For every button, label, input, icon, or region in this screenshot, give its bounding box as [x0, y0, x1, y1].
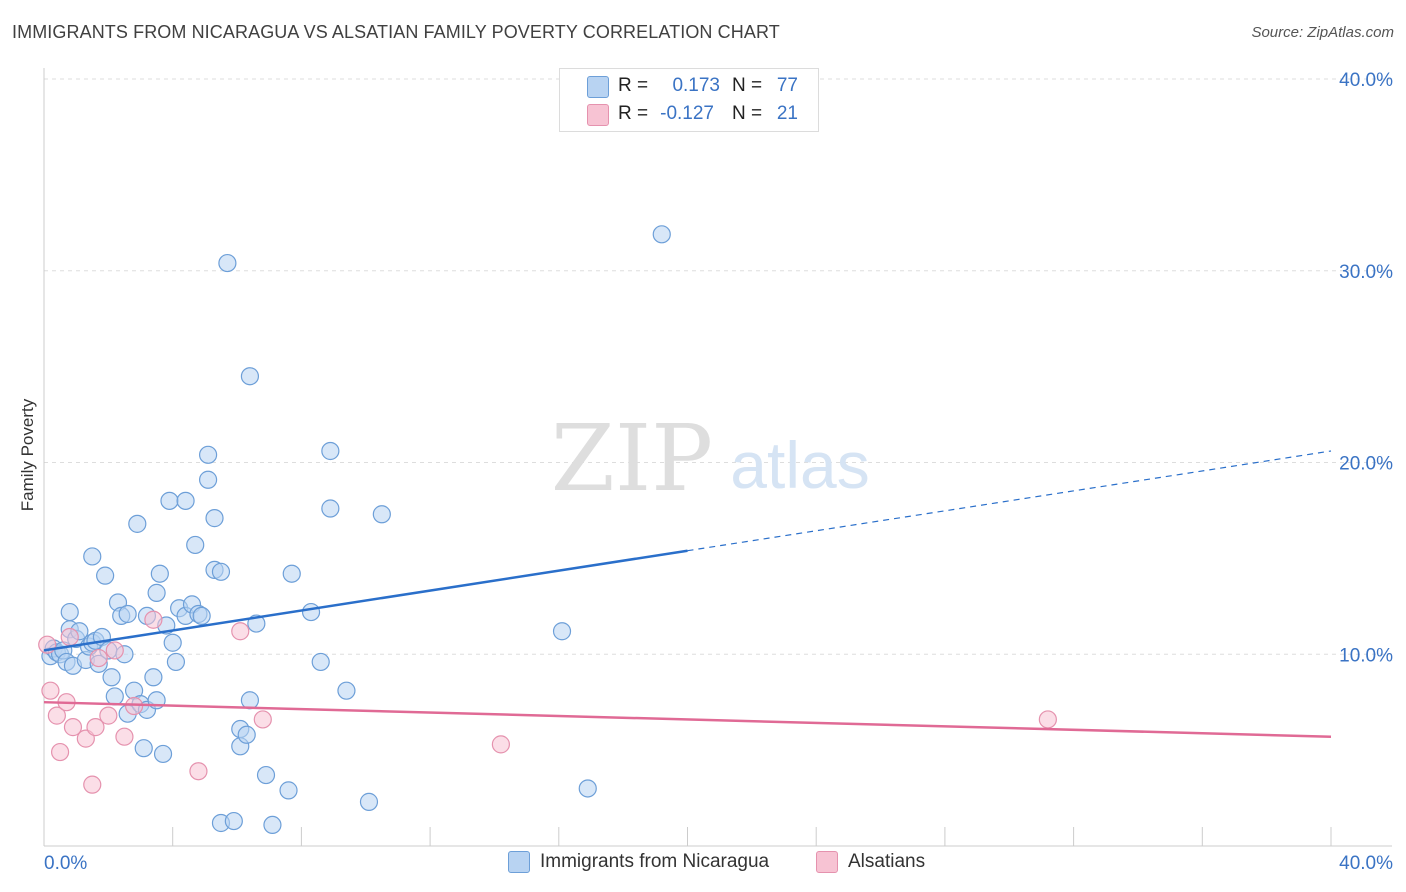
- nicaragua-point: [205, 509, 224, 528]
- chart-title: IMMIGRANTS FROM NICARAGUA VS ALSATIAN FA…: [12, 22, 780, 42]
- y-tick-label: 20.0%: [1339, 454, 1393, 475]
- alsatian-trend-line: [43, 700, 1332, 738]
- nicaragua-point: [256, 765, 276, 785]
- legend-swatch-alsatians: [816, 851, 838, 873]
- alsatian-point: [89, 648, 108, 668]
- x-tick-label: 0.0%: [44, 853, 87, 874]
- nicaragua-point: [263, 815, 282, 835]
- x-tick-label: 40.0%: [1339, 853, 1393, 874]
- nicaragua-point: [176, 491, 195, 510]
- trend-lines: [43, 450, 1332, 738]
- legend-swatch-nicaragua: [508, 851, 530, 873]
- correlation-legend: R = 0.173 N = 77 R = -0.127 N = 21: [559, 68, 819, 132]
- alsatian-point: [50, 742, 70, 762]
- alsatian-point: [63, 718, 83, 737]
- alsatian-point: [83, 775, 102, 794]
- source-credit: Source: ZipAtlas.com: [1251, 24, 1394, 41]
- nicaragua-point: [321, 499, 340, 518]
- nicaragua-point: [321, 441, 340, 461]
- alsatian-point: [491, 735, 510, 754]
- axis-layer: [43, 68, 1392, 847]
- nicaragua-point: [83, 547, 102, 566]
- nicaragua-point: [198, 445, 218, 464]
- legend-n-label: N =: [732, 75, 763, 96]
- nicaragua-point: [102, 668, 121, 687]
- legend-item-nicaragua: Immigrants from Nicaragua: [508, 851, 769, 873]
- series-legend: Immigrants from Nicaragua Alsatians: [0, 851, 1406, 879]
- nicaragua-trend-line: [43, 549, 688, 652]
- nicaragua-point: [105, 687, 124, 706]
- nicaragua-point: [301, 602, 321, 622]
- watermark-zip: ZIP: [551, 405, 713, 512]
- nicaragua-point: [224, 811, 243, 831]
- nicaragua-point: [150, 564, 169, 583]
- nicaragua-point: [198, 470, 218, 489]
- legend-label-nicaragua: Immigrants from Nicaragua: [540, 851, 770, 872]
- nicaragua-point: [311, 652, 330, 672]
- tick-labels: 10.0% 20.0% 30.0% 40.0% 0.0% 40.0%: [44, 70, 1393, 874]
- nicaragua-point: [192, 606, 211, 626]
- watermark: ZIP atlas: [551, 405, 870, 512]
- series-alsatians-points: [38, 610, 1057, 794]
- nicaragua-point: [279, 781, 298, 800]
- y-tick-label: 40.0%: [1339, 70, 1393, 91]
- nicaragua-point: [240, 691, 260, 710]
- nicaragua-point: [552, 622, 572, 641]
- nicaragua-point: [128, 514, 147, 533]
- legend-swatch-blue: [587, 76, 609, 98]
- alsatian-point: [253, 710, 272, 729]
- alsatian-point: [41, 681, 60, 700]
- nicaragua-point: [153, 744, 173, 764]
- legend-swatch-pink: [587, 104, 609, 126]
- nicaragua-point: [144, 668, 163, 687]
- alsatian-point: [86, 718, 105, 737]
- nicaragua-point: [160, 491, 179, 510]
- nicaragua-point: [282, 564, 301, 583]
- alsatian-point: [231, 622, 250, 641]
- legend-n-label: N =: [732, 103, 763, 124]
- y-tick-label: 10.0%: [1339, 645, 1393, 666]
- alsatian-point: [115, 727, 134, 746]
- alsatian-point: [144, 610, 163, 629]
- legend-r-label: R =: [618, 103, 649, 124]
- nicaragua-point: [578, 779, 597, 798]
- alsatian-point: [189, 762, 208, 781]
- legend-item-alsatians: Alsatians: [816, 851, 925, 873]
- alsatian-point: [105, 641, 124, 660]
- nicaragua-point: [96, 566, 115, 585]
- nicaragua-point: [163, 633, 182, 652]
- alsatian-point: [47, 706, 66, 725]
- nicaragua-point: [118, 604, 137, 624]
- y-tick-label: 30.0%: [1339, 262, 1393, 283]
- nicaragua-point: [60, 602, 79, 622]
- legend-r-value: 0.173: [672, 75, 720, 96]
- nicaragua-point: [237, 725, 256, 744]
- nicaragua-point: [186, 535, 205, 555]
- nicaragua-point: [240, 367, 260, 386]
- alsatian-point: [99, 706, 118, 725]
- nicaragua-point: [211, 562, 231, 581]
- legend-label-alsatians: Alsatians: [848, 851, 926, 872]
- legend-n-value: 77: [776, 75, 798, 96]
- watermark-atlas: atlas: [730, 428, 869, 502]
- alsatian-point: [124, 696, 144, 716]
- series-nicaragua-points: [41, 225, 671, 835]
- nicaragua-point: [134, 739, 153, 758]
- alsatian-point: [1038, 710, 1057, 729]
- nicaragua-point: [359, 792, 379, 811]
- legend-r-label: R =: [618, 75, 649, 96]
- nicaragua-point: [166, 652, 186, 672]
- nicaragua-point: [372, 505, 391, 524]
- nicaragua-point: [337, 681, 356, 700]
- nicaragua-trend-extension: [687, 450, 1332, 552]
- alsatian-point: [60, 627, 79, 647]
- nicaragua-point: [147, 583, 166, 602]
- legend-r-value: -0.127: [660, 103, 714, 124]
- legend-n-value: 21: [776, 103, 798, 124]
- nicaragua-point: [652, 225, 671, 244]
- nicaragua-point: [218, 253, 237, 273]
- grid-layer: [44, 78, 1392, 655]
